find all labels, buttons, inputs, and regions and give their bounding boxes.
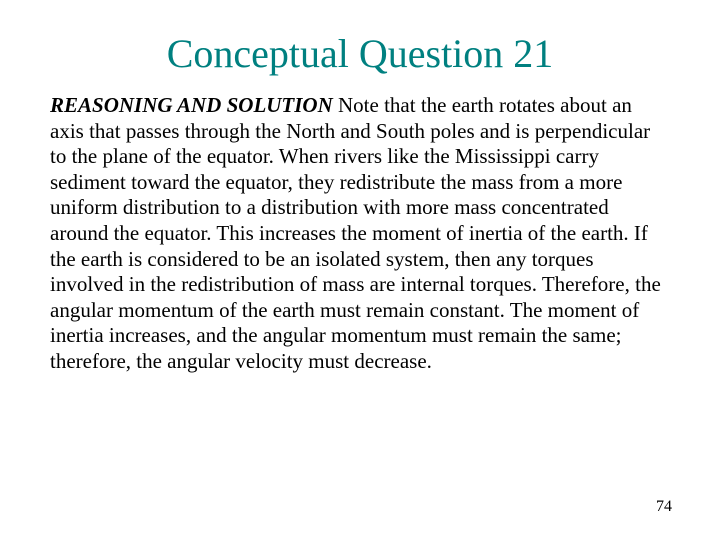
slide-title: Conceptual Question 21 (50, 30, 670, 77)
reasoning-label: REASONING AND SOLUTION (50, 93, 333, 117)
slide-container: Conceptual Question 21 REASONING AND SOL… (0, 0, 720, 540)
body-paragraph: REASONING AND SOLUTION Note that the ear… (50, 93, 670, 375)
body-text-content: Note that the earth rotates about an axi… (50, 93, 661, 373)
page-number: 74 (656, 498, 672, 516)
